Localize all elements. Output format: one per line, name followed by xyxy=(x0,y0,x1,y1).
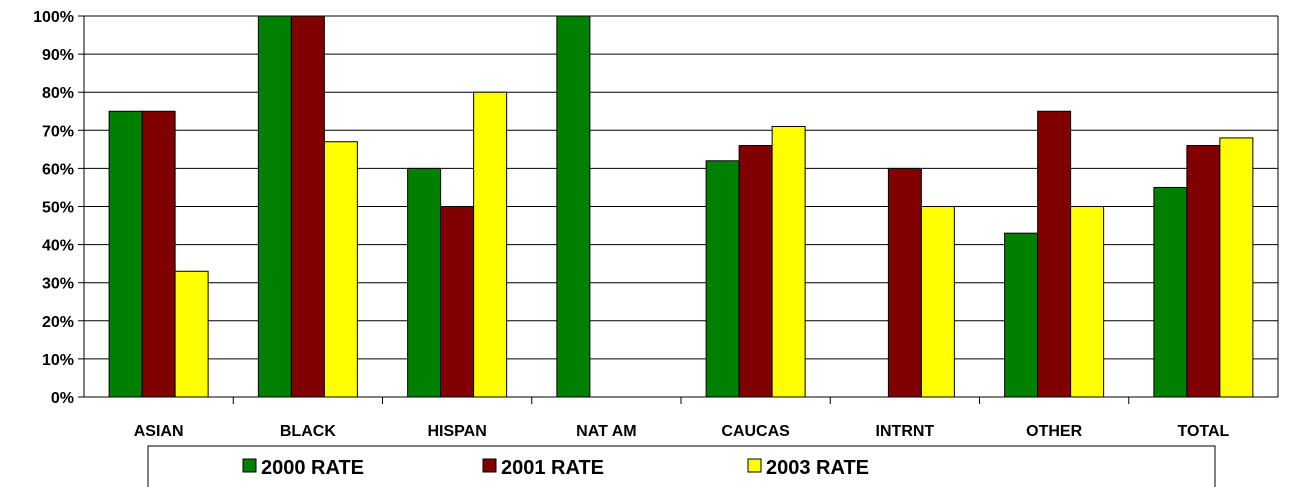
y-tick-label: 50% xyxy=(42,200,74,217)
bar xyxy=(920,206,955,398)
bar xyxy=(290,15,325,398)
bar xyxy=(1004,232,1039,398)
x-tick-label: OTHER xyxy=(1026,423,1082,440)
legend-swatch xyxy=(482,458,497,473)
x-tick-label: NAT AM xyxy=(576,423,636,440)
x-tick-label: INTRNT xyxy=(876,423,935,440)
legend: 2000 RATE 2001 RATE 2003 RATE xyxy=(147,445,1216,487)
x-tick-label: ASIAN xyxy=(134,423,184,440)
bar xyxy=(407,167,442,398)
x-tick-label: BLACK xyxy=(280,423,336,440)
bar xyxy=(108,110,143,398)
y-tick-label: 70% xyxy=(42,123,74,140)
legend-label: 2000 RATE xyxy=(261,457,364,479)
bar xyxy=(323,141,358,398)
bar xyxy=(257,15,292,398)
y-tick-label: 10% xyxy=(42,352,74,369)
bars xyxy=(108,15,1254,398)
legend-swatch xyxy=(242,458,257,473)
bar xyxy=(1219,137,1254,398)
legend-swatch xyxy=(747,458,762,473)
bar xyxy=(1153,186,1188,398)
y-tick-label: 90% xyxy=(42,47,74,64)
y-tick-label: 0% xyxy=(51,390,74,407)
x-tick-label: HISPAN xyxy=(427,423,486,440)
legend-label: 2001 RATE xyxy=(501,457,604,479)
legend-label: 2003 RATE xyxy=(766,457,869,479)
bar xyxy=(1037,110,1072,398)
bar xyxy=(1186,145,1221,398)
bar xyxy=(771,125,806,398)
y-tick-label: 60% xyxy=(42,161,74,178)
y-tick-label: 30% xyxy=(42,276,74,293)
y-tick-label: 40% xyxy=(42,238,74,255)
bar xyxy=(738,145,773,398)
y-tick-label: 20% xyxy=(42,314,74,331)
y-tick-label: 80% xyxy=(42,85,74,102)
bar xyxy=(473,91,508,398)
bar xyxy=(705,160,740,398)
bar xyxy=(887,167,922,398)
y-axis-ticks: 0% 10% 20% 30% 40% 50% 60% 70% 80% 90% 100% xyxy=(33,9,84,407)
bar xyxy=(174,270,209,398)
bar xyxy=(556,15,591,398)
x-axis-ticks: ASIAN BLACK HISPAN NAT AM CAUCAS INTRNT OTHER T… xyxy=(134,397,1230,440)
legend-box xyxy=(147,445,1216,487)
y-tick-label: 100% xyxy=(33,9,74,26)
x-tick-label: CAUCAS xyxy=(721,423,790,440)
bar xyxy=(1070,206,1105,398)
bar xyxy=(440,206,475,398)
x-tick-label: TOTAL xyxy=(1177,423,1229,440)
bar xyxy=(141,110,176,398)
